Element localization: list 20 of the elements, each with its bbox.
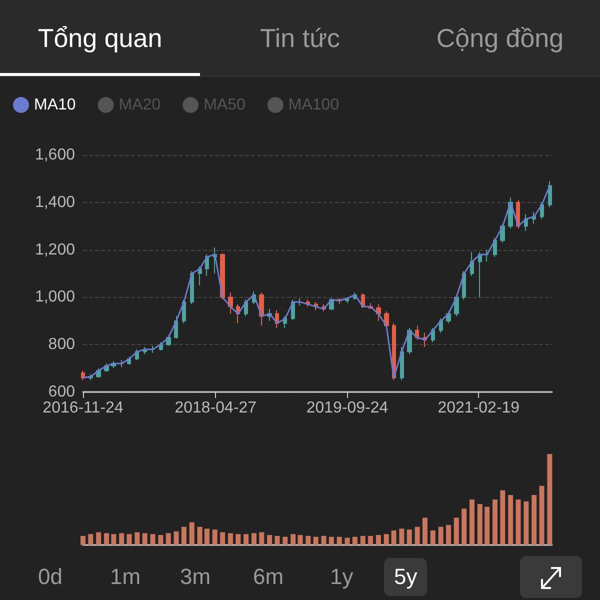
x-tick-label: 2018-04-27 <box>174 400 257 416</box>
x-tick-label: 2016-11-24 <box>42 400 124 416</box>
text: Tin tức <box>258 22 341 55</box>
text: 0d <box>37 563 64 591</box>
x-tick-label: 2021-02-19 <box>438 400 520 416</box>
text: 1m <box>109 563 142 591</box>
text: 3m <box>179 563 212 591</box>
text: 6m <box>252 563 285 591</box>
text: 5y <box>384 558 428 596</box>
y-tick-label: 600 <box>48 384 76 400</box>
text: 1y <box>329 563 354 591</box>
y-tick-label: 1,200 <box>34 241 76 258</box>
x-tick-label: 2019-09-24 <box>306 400 388 416</box>
y-tick-label: 1,000 <box>34 288 76 306</box>
y-tick-label: 800 <box>48 336 76 354</box>
y-tick-label: 1,400 <box>34 194 76 211</box>
text: Tổng quan <box>0 0 200 76</box>
y-tick-label: 1,600 <box>34 146 76 164</box>
text: Cộng đồng <box>435 22 565 55</box>
legend-label: MA10 <box>34 96 76 114</box>
